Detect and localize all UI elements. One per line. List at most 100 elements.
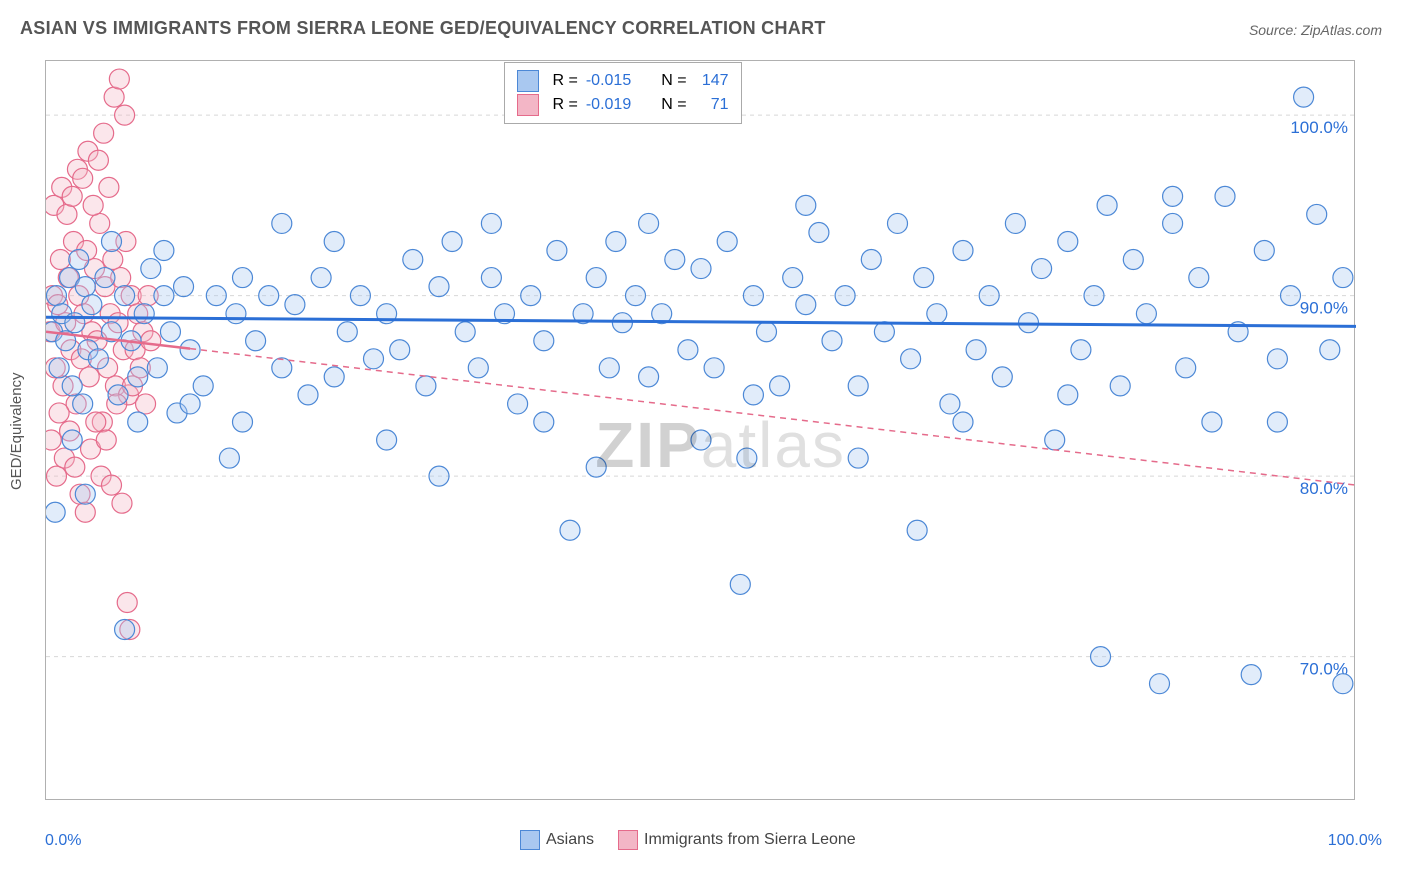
data-point [95,268,115,288]
data-point [104,87,124,107]
data-point [246,331,266,351]
data-point [46,430,61,450]
data-point [219,448,239,468]
data-point [141,259,161,279]
data-point [62,430,82,450]
data-point [1163,186,1183,206]
data-point [822,331,842,351]
legend-stat-row: R =-0.015N =147 [517,69,729,93]
data-point [311,268,331,288]
data-point [65,313,85,333]
data-point [481,213,501,233]
data-point [691,259,711,279]
data-point [481,268,501,288]
data-point [82,295,102,315]
data-point [927,304,947,324]
data-point [547,241,567,261]
data-point [468,358,488,378]
data-point [147,358,167,378]
data-point [416,376,436,396]
data-point [324,231,344,251]
data-point [639,367,659,387]
legend-item: Immigrants from Sierra Leone [618,830,856,850]
data-point [442,231,462,251]
data-point [1267,349,1287,369]
data-point [1202,412,1222,432]
data-point [128,367,148,387]
data-point [626,286,646,306]
data-point [1307,204,1327,224]
data-point [109,69,129,89]
data-point [757,322,777,342]
data-point [953,412,973,432]
n-label: N = [661,93,686,117]
data-point [46,466,66,486]
data-point [233,412,253,432]
data-point [743,385,763,405]
data-point [743,286,763,306]
data-point [103,250,123,270]
data-point [717,231,737,251]
data-point [57,204,77,224]
data-point [88,349,108,369]
data-point [75,277,95,297]
data-point [65,457,85,477]
data-point [599,358,619,378]
data-point [90,213,110,233]
data-point [377,430,397,450]
data-point [639,213,659,233]
legend-stat-row: R =-0.019N =71 [517,93,729,117]
data-point [75,484,95,504]
data-point [907,520,927,540]
data-point [1032,259,1052,279]
data-point [390,340,410,360]
data-point [73,168,93,188]
r-label: R = [553,69,578,93]
data-point [848,448,868,468]
chart-title: ASIAN VS IMMIGRANTS FROM SIERRA LEONE GE… [20,18,826,39]
data-point [160,322,180,342]
data-point [337,322,357,342]
data-point [50,250,70,270]
data-point [115,620,135,640]
data-point [992,367,1012,387]
chart-svg: 70.0%80.0%90.0%100.0% [46,61,1356,801]
data-point [888,213,908,233]
data-point [940,394,960,414]
data-point [94,123,114,143]
data-point [1058,385,1078,405]
data-point [1176,358,1196,378]
data-point [1189,268,1209,288]
data-point [691,430,711,450]
data-point [1333,674,1353,694]
data-point [1281,286,1301,306]
data-point [783,268,803,288]
legend-swatch [517,70,539,92]
data-point [62,186,82,206]
data-point [102,231,122,251]
data-point [272,213,292,233]
data-point [46,502,65,522]
data-point [1333,268,1353,288]
data-point [534,412,554,432]
legend-label: Asians [546,831,594,848]
data-point [193,376,213,396]
data-point [115,286,135,306]
data-point [586,457,606,477]
legend-swatch [520,830,540,850]
data-point [99,177,119,197]
y-tick-label: 80.0% [1300,479,1348,498]
data-point [298,385,318,405]
data-point [96,430,116,450]
data-point [835,286,855,306]
data-point [226,304,246,324]
data-point [586,268,606,288]
data-point [1045,430,1065,450]
data-point [1071,340,1091,360]
y-tick-label: 100.0% [1290,118,1348,137]
data-point [180,394,200,414]
data-point [966,340,986,360]
data-point [154,241,174,261]
data-point [350,286,370,306]
data-point [102,475,122,495]
